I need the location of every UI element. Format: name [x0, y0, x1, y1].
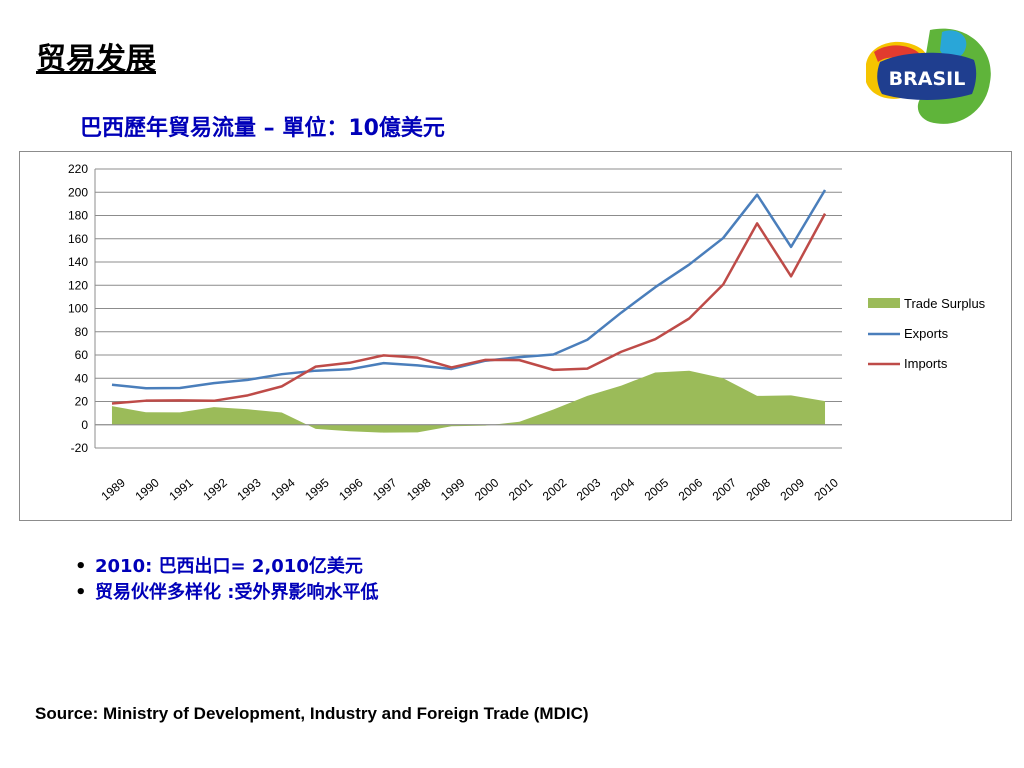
logo-blue-shape: [877, 52, 977, 100]
y-tick-label: 200: [68, 185, 88, 199]
x-tick-label: 1996: [336, 475, 366, 503]
y-tick-label: 140: [68, 255, 88, 269]
x-tick-label: 2008: [744, 475, 774, 503]
x-tick-label: 2010: [811, 475, 841, 503]
y-tick-label: 40: [75, 371, 89, 385]
source-note: Source: Ministry of Development, Industr…: [35, 704, 589, 723]
y-tick-label: 0: [81, 418, 88, 432]
x-tick-label: 2000: [472, 475, 502, 503]
y-tick-label: 220: [68, 162, 88, 176]
brasil-logo: BRASIL: [860, 26, 996, 128]
bullet-text: 2010: 巴西出口= 2,010亿美元: [95, 556, 363, 577]
y-tick-label: 100: [68, 302, 88, 316]
y-tick-label: 80: [75, 325, 89, 339]
x-tick-label: 1997: [370, 475, 400, 503]
logo-text: BRASIL: [889, 68, 966, 90]
bullet-dot: •: [75, 582, 87, 603]
x-tick-label: 1990: [132, 475, 162, 503]
x-tick-label: 2005: [642, 475, 672, 503]
bullet-dot: •: [75, 556, 87, 577]
y-tick-label: 120: [68, 278, 88, 292]
chart-subtitle: 巴西歷年貿易流量 – 單位：10億美元: [80, 116, 445, 141]
x-tick-label: 1998: [404, 475, 434, 503]
x-tick-label: 1994: [268, 475, 298, 503]
bullet-item: • 2010: 巴西出口= 2,010亿美元: [75, 554, 378, 580]
legend-label-exports: Exports: [904, 326, 949, 341]
logo-cyan-shape: [940, 30, 967, 59]
imports-line: [111, 213, 827, 405]
x-tick-label: 1995: [302, 475, 332, 503]
x-tick-label: 2001: [506, 475, 536, 503]
x-tick-label: 1989: [98, 475, 128, 503]
x-tick-label: 2007: [710, 475, 740, 503]
legend-swatch-trade-surplus: [868, 298, 900, 308]
x-tick-label: 2009: [778, 475, 808, 503]
x-tick-label: 1993: [234, 475, 264, 503]
bullet-text: 贸易伙伴多样化 :受外界影响水平低: [95, 582, 379, 603]
x-tick-label: 2002: [540, 475, 570, 503]
bullet-list: • 2010: 巴西出口= 2,010亿美元 • 贸易伙伴多样化 :受外界影响水平低: [75, 554, 378, 606]
y-tick-label: -20: [71, 441, 89, 455]
trade-chart: -20 0 20 40 60 80 100 120 140 160 180 200 220 1989 199…: [19, 151, 1012, 521]
slide-title: 贸易发展: [36, 42, 156, 77]
y-tick-label: 60: [75, 348, 89, 362]
x-tick-label: 2006: [676, 475, 706, 503]
x-tick-label: 1992: [200, 475, 230, 503]
y-tick-label: 180: [68, 209, 88, 223]
trade-surplus-area: [111, 370, 826, 433]
x-tick-label: 2003: [574, 475, 604, 503]
legend-label-trade-surplus: Trade Surplus: [904, 296, 986, 311]
x-tick-label: 2004: [608, 475, 638, 503]
bullet-item: • 贸易伙伴多样化 :受外界影响水平低: [75, 580, 378, 606]
x-tick-label: 1991: [166, 475, 196, 503]
x-tick-label: 1999: [438, 475, 468, 503]
legend-label-imports: Imports: [904, 356, 948, 371]
y-tick-label: 20: [75, 395, 89, 409]
y-tick-label: 160: [68, 232, 88, 246]
